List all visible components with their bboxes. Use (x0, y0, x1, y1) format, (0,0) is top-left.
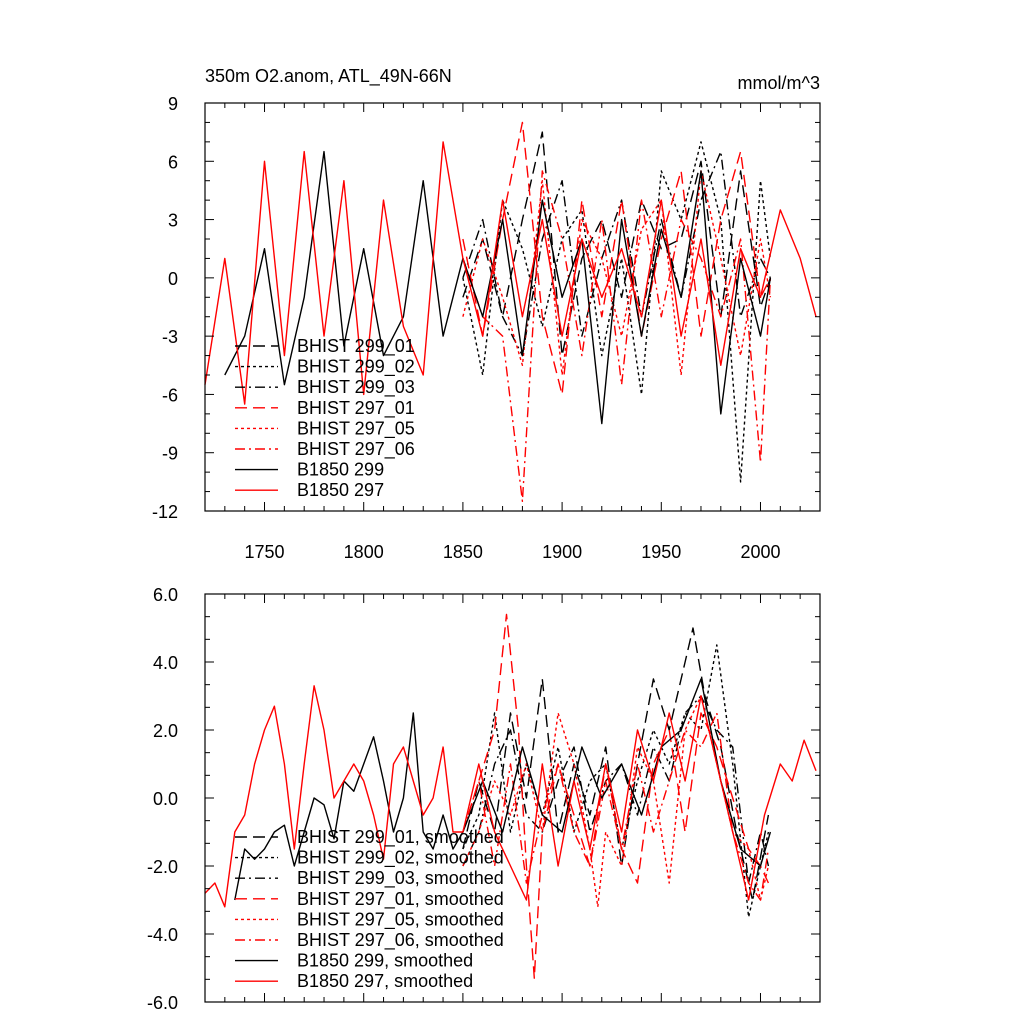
series-line-top-6 (224, 150, 772, 425)
series-line-bottom-6 (234, 678, 772, 901)
series-line-top-5 (462, 170, 772, 502)
y-tick-label: 6 (168, 152, 178, 172)
legend-label: BHIST 297_05 (297, 418, 415, 439)
x-tick-label: 1900 (542, 542, 582, 562)
series-line-bottom-5 (462, 712, 770, 901)
y-tick-label: -12 (152, 502, 178, 522)
series-line-bottom-3 (462, 613, 770, 979)
legend-label: BHIST 297_05, smoothed (297, 909, 504, 930)
top-panel-title: 350m O2.anom, ATL_49N-66N (205, 66, 452, 87)
legend-label: BHIST 297_01, smoothed (297, 889, 504, 910)
legend-label: BHIST 299_02 (297, 357, 415, 378)
legend-label: B1850 299, smoothed (297, 951, 473, 971)
y-tick-label: 6.0 (153, 585, 178, 605)
series-line-top-2 (462, 150, 772, 357)
legend-label: BHIST 299_03, smoothed (297, 868, 504, 889)
y-tick-label: -6.0 (147, 993, 178, 1013)
legend-label: B1850 297, smoothed (297, 971, 473, 991)
bottom-panel-frame (204, 593, 821, 1003)
series-line-bottom-1 (462, 644, 770, 918)
series-line-top-1 (462, 141, 772, 483)
series-line-bottom-4 (462, 695, 770, 908)
y-tick-label: -9 (162, 444, 178, 464)
x-tick-label: 1800 (344, 542, 384, 562)
y-tick-label: -3 (162, 327, 178, 347)
legend-label: BHIST 299_02, smoothed (297, 848, 504, 869)
y-tick-label: 0.0 (153, 789, 178, 809)
bottom-panel: 6.0 4.0 2.0 0.0 -2.0 -4.0 -6.0 BHIST 299_01, s… (147, 585, 821, 1013)
top-panel-frame (204, 102, 821, 512)
legend-label: BHIST 297_06, smoothed (297, 930, 504, 951)
legend-label: BHIST 297_01 (297, 398, 415, 419)
y-tick-label: 4.0 (153, 653, 178, 673)
x-tick-label: 2000 (740, 542, 780, 562)
y-tick-label: -2.0 (147, 857, 178, 877)
series-line-top-3 (462, 121, 772, 396)
x-tick-label: 1750 (244, 542, 284, 562)
legend-label: B1850 297 (297, 480, 384, 500)
top-panel-units: mmol/m^3 (738, 73, 820, 93)
y-tick-label: 0 (168, 269, 178, 289)
y-tick-label: -4.0 (147, 925, 178, 945)
top-panel: 350m O2.anom, ATL_49N-66N mmol/m^3 9 6 3 0 -… (152, 66, 821, 562)
series-line-top-0 (462, 131, 772, 357)
series-line-bottom-7 (204, 685, 817, 908)
series-line-top-7 (204, 141, 817, 405)
legend-label: BHIST 299_01, smoothed (297, 827, 504, 848)
legend-label: B1850 299 (297, 460, 384, 480)
legend-label: BHIST 297_06 (297, 439, 415, 460)
y-tick-label: -6 (162, 385, 178, 405)
series-line-bottom-0 (462, 627, 770, 901)
y-tick-label: 9 (168, 94, 178, 114)
legend-label: BHIST 299_01 (297, 336, 415, 357)
y-tick-label: 2.0 (153, 721, 178, 741)
x-tick-label: 1850 (443, 542, 483, 562)
x-tick-label: 1950 (641, 542, 681, 562)
legend-label: BHIST 299_03 (297, 377, 415, 398)
y-tick-label: 3 (168, 211, 178, 231)
